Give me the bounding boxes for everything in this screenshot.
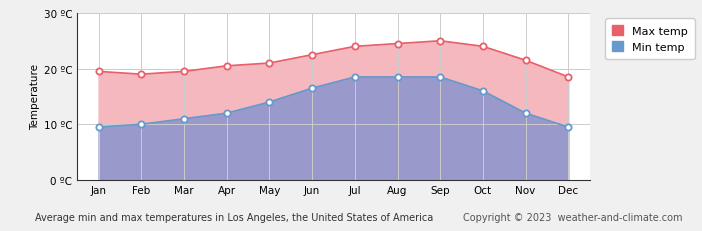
Legend: Max temp, Min temp: Max temp, Min temp xyxy=(606,19,694,60)
Y-axis label: Temperature: Temperature xyxy=(29,64,39,130)
Text: Copyright © 2023  weather-and-climate.com: Copyright © 2023 weather-and-climate.com xyxy=(463,212,683,222)
Text: Average min and max temperatures in Los Angeles, the United States of America: Average min and max temperatures in Los … xyxy=(35,212,433,222)
